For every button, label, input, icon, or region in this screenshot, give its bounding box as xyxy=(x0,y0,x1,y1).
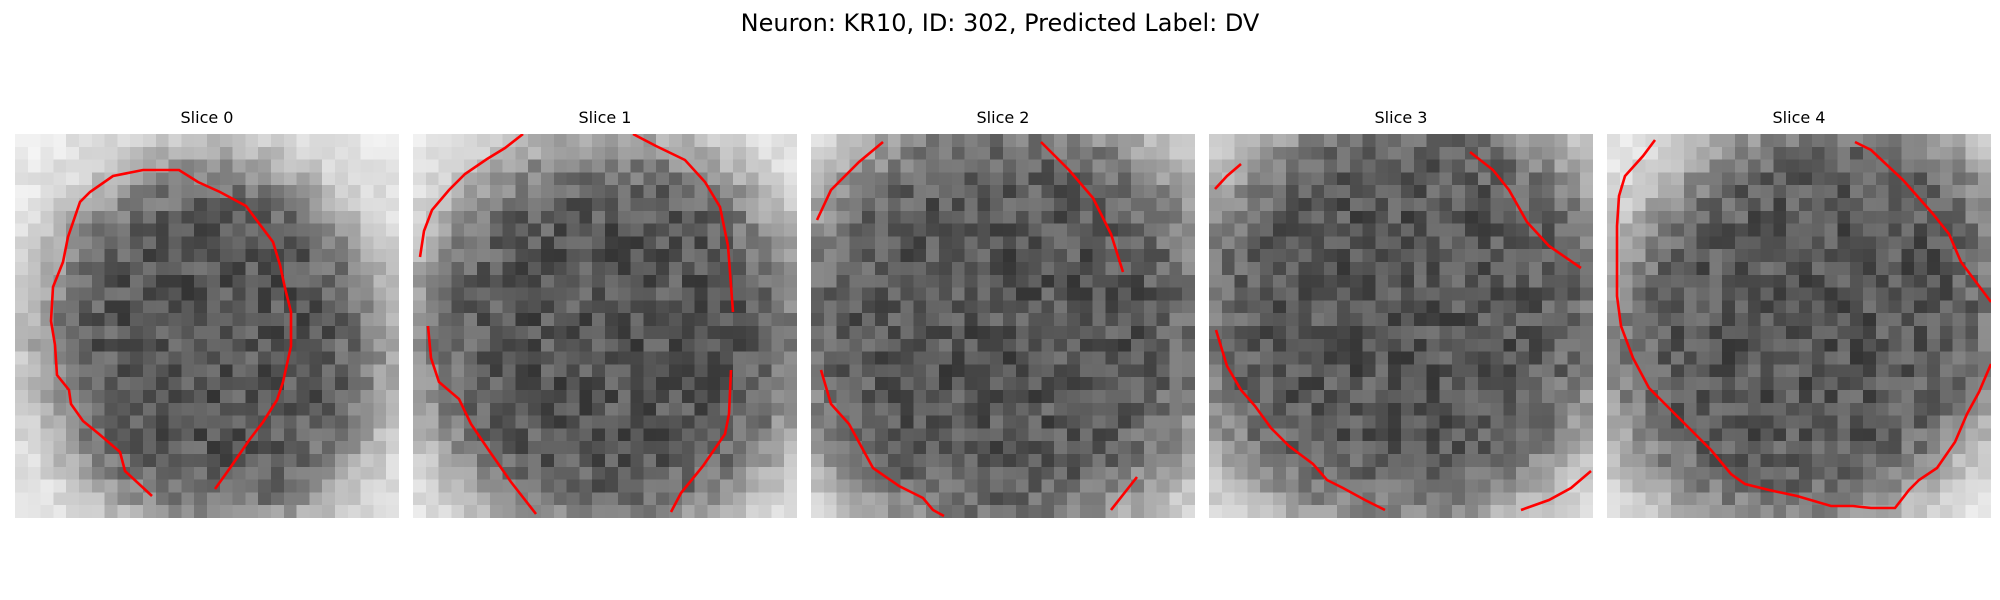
slice-panel-3: Slice 3 xyxy=(1209,108,1593,518)
slice-image-2 xyxy=(811,134,1195,518)
slice-title-2: Slice 2 xyxy=(976,108,1030,127)
slice-panel-2: Slice 2 xyxy=(811,108,1195,518)
slice-pixel-map xyxy=(1209,134,1593,518)
cell-contour-segment-0 xyxy=(815,141,884,221)
slice-panel-0: Slice 0 xyxy=(15,108,399,518)
slice-panel-1: Slice 1 xyxy=(413,108,797,518)
slice-image-4 xyxy=(1607,134,1991,518)
figure-title: Neuron: KR10, ID: 302, Predicted Label: … xyxy=(740,9,1260,37)
slice-title-0: Slice 0 xyxy=(180,108,234,127)
slice-pixel-map xyxy=(413,134,797,518)
slice-image-0 xyxy=(15,134,399,518)
slice-pixel-map xyxy=(811,134,1195,518)
cell-contour-segment-3 xyxy=(1109,476,1139,511)
cell-contour-segment-1 xyxy=(632,134,735,313)
cell-contour-segment-0 xyxy=(49,168,293,497)
slice-panel-4: Slice 4 xyxy=(1607,108,1991,518)
slice-pixel-map xyxy=(15,134,399,518)
cell-contour-segment-2 xyxy=(426,325,538,515)
cell-contour-segment-3 xyxy=(1520,470,1592,512)
slice-title-1: Slice 1 xyxy=(578,108,632,127)
cell-contour-segment-0 xyxy=(1615,139,1991,510)
cell-contour-segment-0 xyxy=(1214,163,1242,190)
slice-title-3: Slice 3 xyxy=(1374,108,1428,127)
cell-contour-segment-2 xyxy=(1214,329,1386,512)
cell-contour-segment-1 xyxy=(1469,150,1582,270)
cell-contour-segment-1 xyxy=(1040,141,1125,273)
slice-image-1 xyxy=(413,134,797,518)
cell-contour-segment-2 xyxy=(819,369,945,518)
cell-contour-segment-0 xyxy=(418,134,524,258)
slice-pixel-map xyxy=(1607,134,1991,518)
slice-image-3 xyxy=(1209,134,1593,518)
slice-title-4: Slice 4 xyxy=(1772,108,1826,127)
cell-contour-segment-1 xyxy=(1854,140,1991,303)
cell-contour-segment-3 xyxy=(669,369,733,513)
